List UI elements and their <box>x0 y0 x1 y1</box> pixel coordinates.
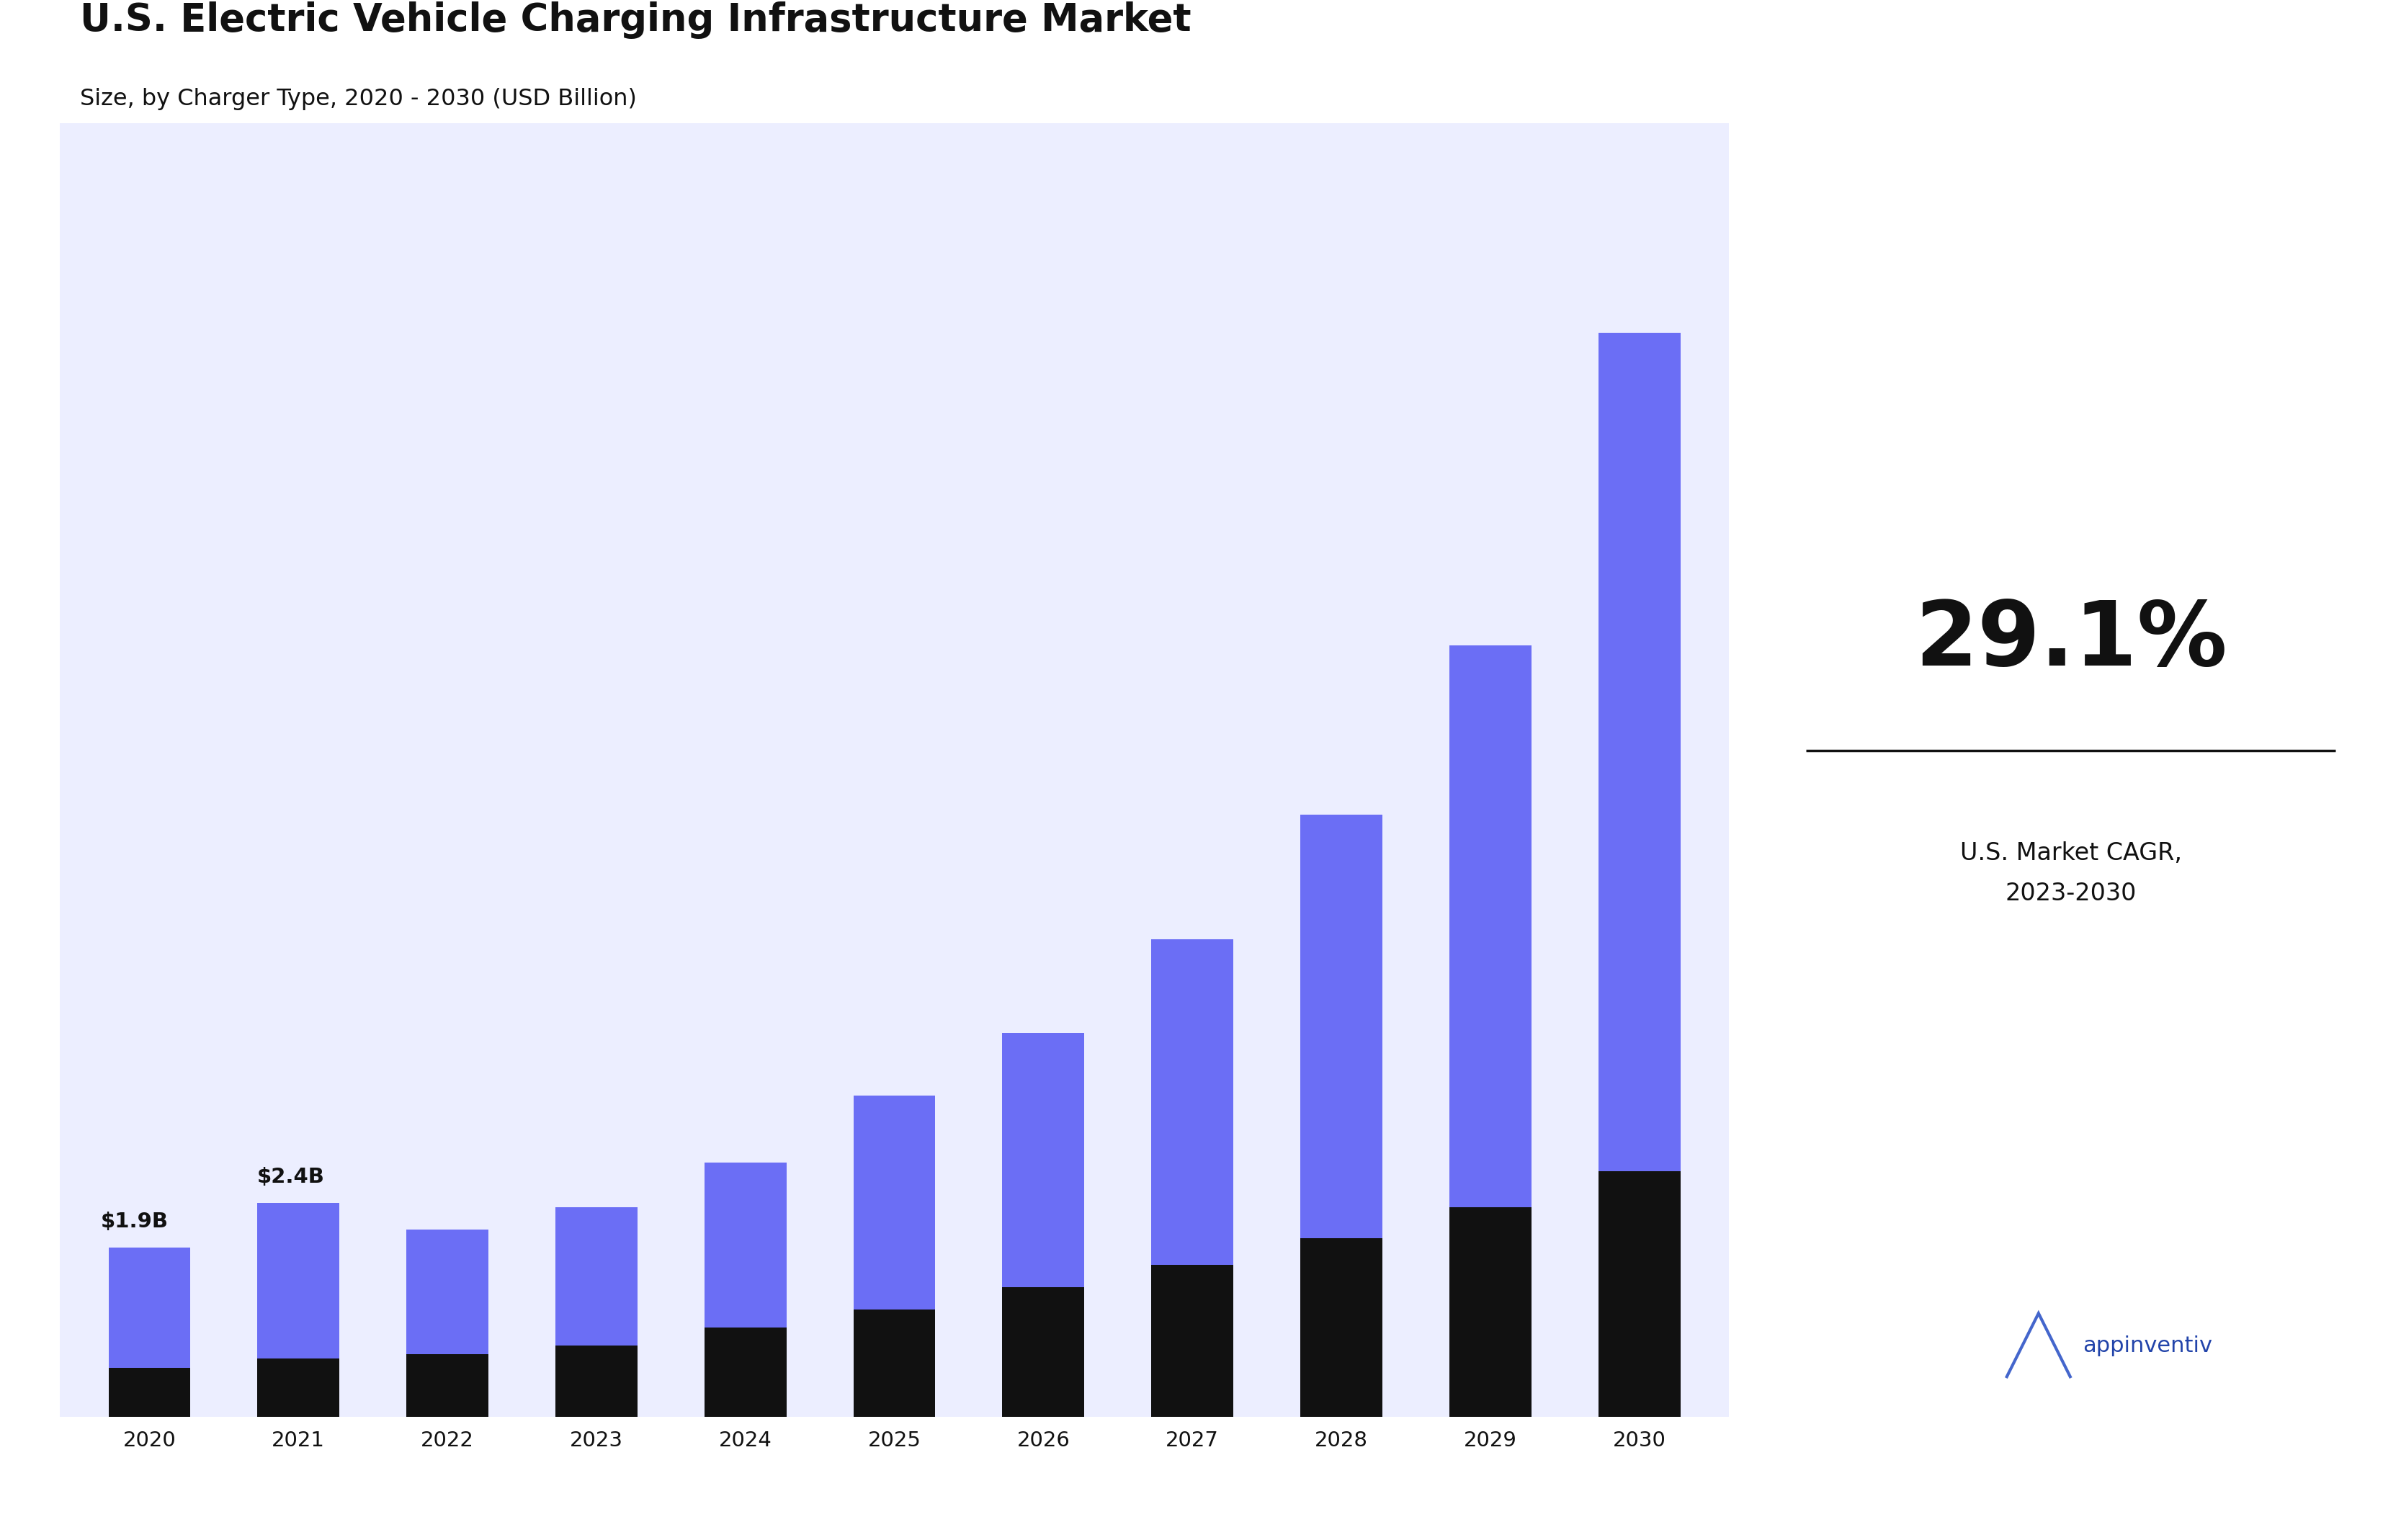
Text: U.S. Electric Vehicle Charging Infrastructure Market: U.S. Electric Vehicle Charging Infrastru… <box>79 2 1191 38</box>
Bar <box>406 1229 487 1354</box>
Bar <box>1001 1033 1085 1287</box>
Bar <box>852 1095 936 1309</box>
Bar <box>1152 939 1234 1266</box>
Bar <box>555 1346 636 1417</box>
Text: U.S. Market CAGR,
2023-2030: U.S. Market CAGR, 2023-2030 <box>1959 841 2183 906</box>
Bar <box>108 1368 190 1417</box>
Text: $1.9B: $1.9B <box>101 1212 168 1232</box>
Bar <box>1301 815 1383 1238</box>
Bar <box>703 1327 788 1417</box>
Bar <box>257 1203 339 1358</box>
Text: 29.1%: 29.1% <box>1914 598 2228 684</box>
Text: $2.4B: $2.4B <box>257 1167 324 1187</box>
Text: appinventiv: appinventiv <box>2082 1335 2211 1357</box>
Bar <box>1001 1287 1085 1417</box>
Bar <box>1301 1238 1383 1417</box>
Bar <box>852 1309 936 1417</box>
Bar <box>108 1247 190 1368</box>
Bar <box>703 1163 788 1327</box>
Text: Size, by Charger Type, 2020 - 2030 (USD Billion): Size, by Charger Type, 2020 - 2030 (USD … <box>79 88 636 111</box>
Bar <box>1450 1207 1532 1417</box>
Bar <box>1450 645 1532 1207</box>
Bar <box>1599 333 1681 1172</box>
Bar <box>257 1358 339 1417</box>
Bar <box>555 1207 636 1346</box>
Bar <box>406 1354 487 1417</box>
Bar <box>1152 1266 1234 1417</box>
Bar <box>1599 1172 1681 1417</box>
